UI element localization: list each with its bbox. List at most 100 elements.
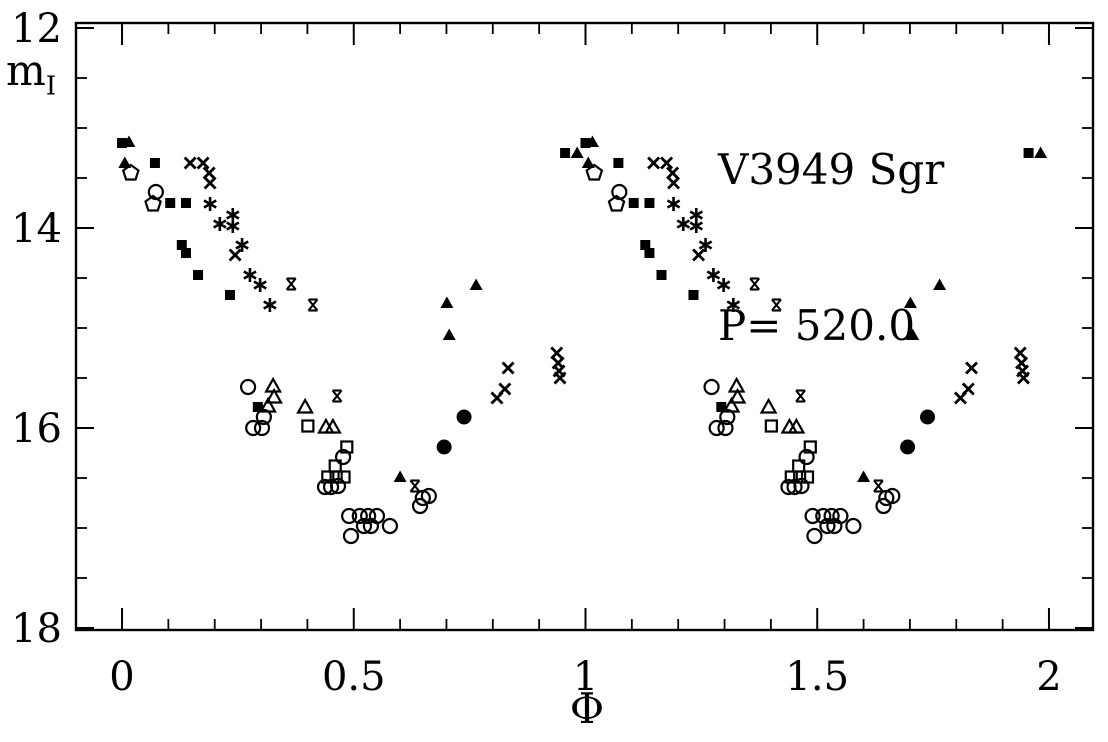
cross-stroke	[498, 382, 512, 396]
data-point-marker	[420, 487, 437, 505]
cross-stroke	[203, 176, 217, 190]
series-open-triangles	[259, 376, 806, 434]
data-point-marker	[585, 135, 599, 147]
data-point-marker	[875, 497, 892, 515]
cross-stroke	[553, 371, 567, 385]
data-point-marker	[708, 419, 725, 437]
data-point-marker	[239, 378, 257, 396]
data-point-marker	[144, 194, 162, 212]
cross-stroke	[647, 156, 661, 170]
cross-stroke	[196, 156, 210, 170]
data-point-marker	[245, 419, 262, 437]
cross-stroke	[501, 361, 515, 375]
data-point-marker	[857, 470, 871, 482]
series-open-circles	[147, 183, 901, 545]
data-point-marker	[581, 156, 595, 168]
data-point-marker	[225, 290, 236, 300]
data-point-marker	[570, 146, 584, 158]
asterisk-stroke	[235, 240, 249, 250]
data-point-marker	[118, 156, 132, 168]
data-point-marker	[176, 240, 187, 250]
x-tick-label: 1	[573, 654, 598, 700]
data-point-marker	[362, 517, 380, 535]
data-point-marker	[826, 517, 843, 535]
data-point-marker	[628, 198, 639, 208]
data-point-marker	[884, 487, 901, 505]
data-point-marker	[920, 409, 936, 425]
hourglass-stroke	[749, 277, 760, 291]
data-point-marker	[436, 439, 452, 455]
data-point-marker	[411, 497, 429, 515]
y-axis-label-subscript: I	[45, 71, 57, 102]
data-point-marker	[793, 470, 807, 484]
data-point-marker	[360, 507, 377, 525]
cross-stroke	[961, 382, 975, 396]
data-point-marker	[1023, 148, 1034, 158]
hourglass-stroke	[873, 479, 884, 493]
series-asterisks	[203, 197, 741, 312]
x-axis-label: Φ	[569, 684, 605, 733]
data-point-marker	[903, 296, 917, 308]
period-text: P= 520.0	[718, 301, 916, 350]
data-point-marker	[321, 470, 335, 484]
asterisk-stroke	[689, 221, 704, 231]
x-tick-label: 0	[109, 654, 134, 700]
data-point-marker	[787, 417, 806, 434]
series-open-pentagons	[121, 163, 626, 212]
asterisk-stroke	[666, 199, 681, 209]
data-point-marker	[815, 507, 832, 525]
data-point-marker	[560, 148, 571, 158]
data-point-marker	[393, 470, 407, 482]
y-tick-label: 16	[11, 406, 62, 452]
data-point-marker	[580, 138, 591, 148]
data-point-marker	[355, 517, 373, 535]
hourglass-stroke	[409, 479, 421, 493]
x-tick-label: 2	[1036, 654, 1061, 700]
asterisk-stroke	[263, 300, 277, 310]
asterisk-stroke	[203, 199, 217, 209]
cross-stroke	[228, 248, 242, 262]
asterisk-stroke	[689, 210, 704, 220]
data-point-marker	[337, 470, 351, 484]
data-point-marker	[764, 419, 778, 433]
data-point-marker	[585, 163, 604, 181]
data-point-marker	[722, 396, 741, 413]
data-point-marker	[296, 397, 314, 414]
cross-stroke	[1016, 371, 1030, 385]
hourglass-stroke	[285, 277, 297, 291]
data-point-marker	[1034, 146, 1048, 158]
cross-stroke	[692, 248, 706, 262]
data-point-marker	[798, 448, 815, 466]
asterisk-stroke	[706, 270, 721, 280]
hourglass-stroke	[795, 389, 806, 403]
y-tick-label: 18	[11, 606, 62, 652]
data-point-marker	[644, 248, 655, 258]
cross-stroke	[660, 156, 674, 170]
data-point-marker	[703, 378, 720, 396]
data-point-marker	[469, 278, 483, 290]
data-point-marker	[845, 517, 862, 535]
data-point-marker	[440, 296, 454, 308]
asterisk-stroke	[226, 221, 240, 231]
hourglass-stroke	[331, 389, 343, 403]
data-point-marker	[906, 328, 920, 340]
data-point-marker	[933, 278, 947, 290]
cross-stroke	[667, 176, 681, 190]
hourglass-stroke	[307, 298, 319, 312]
data-point-marker	[165, 198, 176, 208]
x-tick-label: 1.5	[785, 654, 849, 700]
data-point-marker	[784, 470, 798, 484]
data-point-marker	[147, 183, 164, 201]
data-point-marker	[717, 419, 734, 437]
asterisk-stroke	[698, 240, 713, 250]
data-point-marker	[351, 507, 368, 525]
annotation-block: V3949 Sgr P= 520.0	[718, 40, 944, 456]
data-point-marker	[613, 158, 624, 168]
data-point-marker	[342, 527, 360, 545]
data-point-marker	[442, 328, 456, 340]
series-crosses	[183, 156, 1030, 405]
data-point-marker	[341, 507, 358, 525]
data-point-marker	[259, 396, 277, 413]
data-point-marker	[117, 138, 128, 148]
asterisk-stroke	[253, 280, 267, 290]
